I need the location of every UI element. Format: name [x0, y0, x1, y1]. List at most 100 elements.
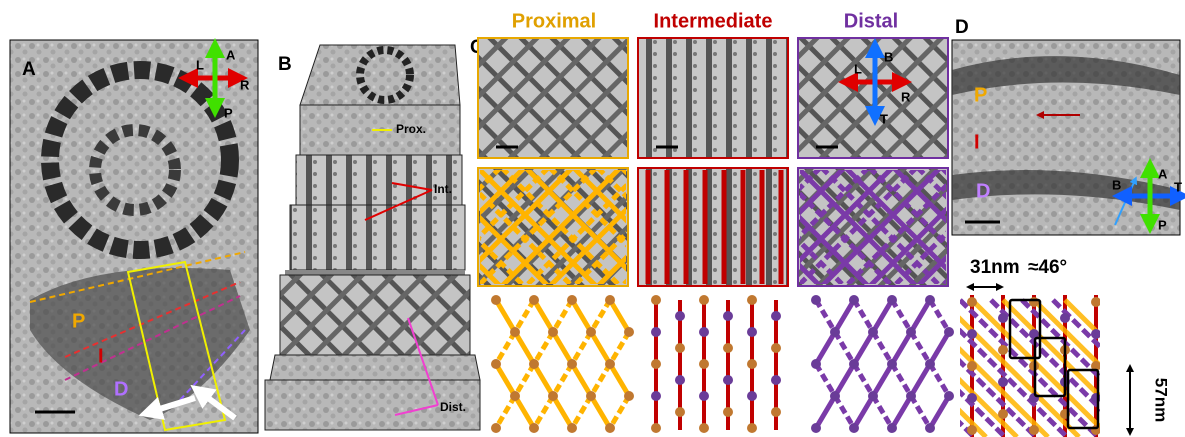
- subunit: [651, 423, 661, 433]
- slab: [269, 354, 481, 381]
- subunit: [747, 327, 757, 337]
- bond: [851, 394, 876, 430]
- overlay-line: [524, 170, 626, 272]
- axis-label: R: [901, 89, 911, 104]
- box: [126, 260, 227, 432]
- overlay-line: [480, 170, 574, 264]
- measurement: ≈46°: [1028, 257, 1067, 278]
- overlay: [480, 170, 626, 284]
- subunit: [906, 391, 916, 401]
- bond: [960, 315, 1081, 437]
- subunit: [567, 295, 577, 305]
- bond: [832, 394, 857, 430]
- subunit: [491, 423, 501, 433]
- overlay-line: [500, 170, 622, 284]
- subunit: [723, 343, 733, 353]
- bond: [989, 298, 1100, 412]
- bond: [512, 362, 537, 398]
- bond: [531, 394, 556, 430]
- region-label: I: [98, 345, 104, 367]
- subunit: [548, 327, 558, 337]
- lattice-model: [651, 295, 781, 433]
- density: [952, 56, 1180, 95]
- bond: [870, 298, 895, 334]
- bond: [832, 298, 857, 334]
- axis-label: R: [240, 77, 250, 92]
- overlay-line: [916, 254, 946, 284]
- subunit: [699, 391, 709, 401]
- subunit: [699, 359, 709, 369]
- overlay: [645, 170, 784, 284]
- image-tile: [637, 167, 789, 287]
- subunit: [887, 423, 897, 433]
- overlay-line: [548, 206, 626, 284]
- bond: [607, 362, 632, 398]
- bond: [851, 362, 876, 398]
- bond: [550, 362, 575, 398]
- overlay-line: [868, 170, 946, 248]
- pointer: [394, 404, 439, 416]
- overlay-line: [800, 190, 894, 284]
- bond: [531, 330, 556, 366]
- subunit: [675, 407, 685, 417]
- subunit: [699, 423, 709, 433]
- subunit: [811, 423, 821, 433]
- subunit: [887, 295, 897, 305]
- bond: [569, 298, 594, 334]
- measurement: 31nm: [970, 257, 1020, 278]
- bond: [813, 394, 838, 430]
- overlay-line: [480, 170, 550, 240]
- overlay-line: [800, 214, 870, 284]
- line: [64, 295, 241, 381]
- subunit: [1029, 425, 1039, 435]
- bond: [607, 394, 632, 430]
- bond: [908, 298, 933, 334]
- bond: [531, 362, 556, 398]
- subunit: [491, 295, 501, 305]
- subunit: [998, 345, 1008, 355]
- overlay-line: [480, 170, 526, 216]
- subunit: [868, 327, 878, 337]
- bond: [1020, 298, 1100, 381]
- subunit: [967, 361, 977, 371]
- arrow: [190, 384, 237, 421]
- panel-b: B Prox. Int. Dist.: [264, 44, 481, 431]
- subunit: [651, 359, 661, 369]
- subunit: [849, 423, 859, 433]
- bond: [550, 394, 575, 430]
- bond: [813, 362, 838, 398]
- measurement: 57nm: [1152, 378, 1171, 422]
- overlay-line: [500, 170, 622, 284]
- overlay-line: [800, 170, 822, 192]
- bond: [588, 298, 613, 334]
- overlay-line: [480, 214, 550, 284]
- overlay-line: [844, 170, 946, 272]
- subunit: [998, 377, 1008, 387]
- bond: [832, 330, 857, 366]
- pointer: [407, 317, 439, 406]
- bond: [960, 407, 988, 437]
- bond: [960, 298, 1100, 437]
- subunit: [998, 409, 1008, 419]
- bond: [960, 358, 1038, 437]
- slab: [289, 204, 466, 271]
- bond: [1001, 298, 1100, 400]
- ring: [41, 61, 239, 259]
- subunit: [747, 359, 757, 369]
- region-label: P: [72, 310, 85, 332]
- bond: [889, 362, 914, 398]
- subunit: [747, 423, 757, 433]
- subunit: [1091, 393, 1100, 403]
- arrow: [138, 395, 196, 420]
- image-tile: [637, 37, 789, 159]
- line: [29, 251, 246, 303]
- overlay: [800, 170, 946, 284]
- bond: [588, 394, 613, 430]
- subunit: [1091, 329, 1100, 339]
- annotation: Dist.: [440, 400, 466, 414]
- subunit: [830, 327, 840, 337]
- bond: [550, 298, 575, 334]
- bond: [1051, 298, 1100, 351]
